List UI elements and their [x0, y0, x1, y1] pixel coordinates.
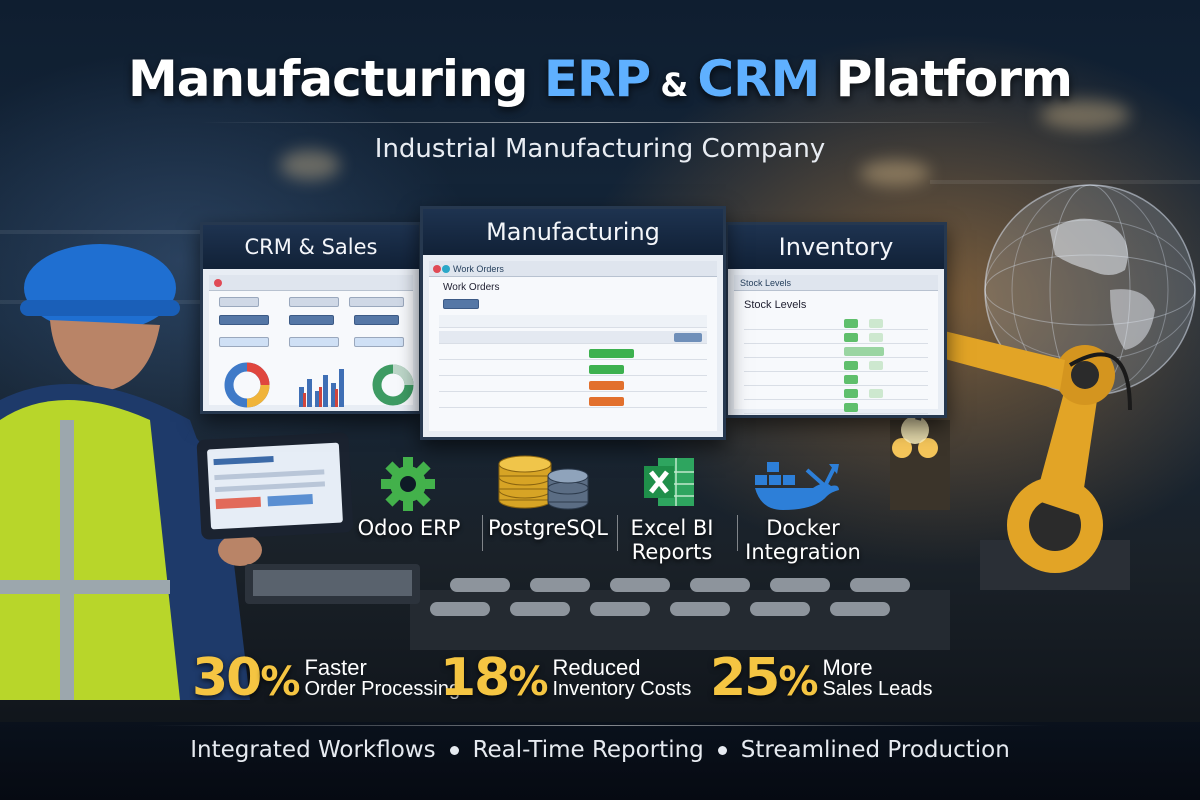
- stat-sales-leads: 25% More Sales Leads: [710, 648, 933, 708]
- bullet-icon: [449, 746, 459, 755]
- inventory-row: [744, 387, 928, 400]
- inventory-panel-body: Stock Levels Stock Levels: [734, 275, 938, 414]
- work-order-row[interactable]: [439, 379, 707, 392]
- excel-label-line-2: Reports: [631, 540, 713, 565]
- tab-work-orders[interactable]: Work Orders: [443, 282, 500, 293]
- footer-features: Integrated Workflows Real-Time Reporting S…: [0, 737, 1200, 763]
- keyboard-illustration: [245, 564, 420, 604]
- docker-label-line-1: Docker: [766, 516, 840, 540]
- work-order-row[interactable]: [439, 347, 707, 360]
- stat-caption: More Sales Leads: [822, 654, 933, 701]
- spreadsheet-icon: [644, 458, 694, 506]
- gear-icon: [381, 457, 435, 511]
- page-title: Manufacturing ERP & CRM Platform: [0, 50, 1200, 108]
- inventory-row: [744, 317, 928, 330]
- footer-divider: [150, 725, 1050, 726]
- crm-filter-chip: [289, 297, 339, 307]
- background-shelf: [0, 230, 260, 234]
- docker-label-line-2: Integration: [745, 540, 861, 565]
- work-order-row[interactable]: [439, 395, 707, 408]
- manufacturing-panel-body: Work Orders Work Orders: [429, 261, 717, 431]
- inventory-window-bar: Stock Levels: [734, 275, 938, 291]
- inventory-row: [744, 359, 928, 372]
- crm-kpi-card: [289, 337, 339, 347]
- crm-charts: [224, 362, 414, 408]
- inventory-panel[interactable]: Inventory Stock Levels Stock Levels: [725, 222, 947, 418]
- robot-arm-illustration: [890, 330, 1132, 590]
- conveyor-illustration: [410, 578, 950, 650]
- crm-filter-chip: [349, 297, 404, 307]
- bullet-icon: [717, 746, 727, 755]
- database-icon: [498, 455, 589, 510]
- title-ampersand: &: [650, 66, 698, 104]
- title-part-4: Platform: [819, 50, 1073, 108]
- crm-window-bar: [209, 275, 413, 291]
- stat-value: 18%: [440, 648, 548, 708]
- work-orders-header: [439, 315, 707, 328]
- inventory-heading: Stock Levels: [744, 299, 807, 311]
- docker-integration-label: Docker Integration: [740, 516, 866, 564]
- stat-caption: Reduced Inventory Costs: [552, 654, 692, 701]
- inventory-row: [744, 373, 928, 386]
- title-part-2: ERP: [543, 50, 651, 108]
- crm-stage-chip: [289, 315, 334, 325]
- manufacturing-window-bar: Work Orders: [429, 261, 717, 277]
- background-shelf: [930, 180, 1200, 184]
- worker-illustration: [0, 244, 262, 700]
- window-dot-icon: [442, 265, 450, 273]
- crm-filter-chip: [219, 297, 259, 307]
- crm-sales-panel[interactable]: CRM & Sales: [200, 222, 422, 414]
- inventory-row: [744, 331, 928, 344]
- crm-panel-body: [209, 275, 414, 408]
- page-subtitle: Industrial Manufacturing Company: [374, 134, 826, 164]
- footer-band: [0, 722, 1200, 800]
- postgresql-label: PostgreSQL: [488, 516, 608, 540]
- inventory-row: [744, 345, 928, 358]
- crm-stage-chip: [219, 315, 269, 325]
- stat-value: 25%: [710, 648, 818, 708]
- tech-separator: [737, 515, 738, 551]
- tablet-illustration: [196, 432, 354, 540]
- work-orders-filter[interactable]: [443, 299, 479, 309]
- excel-label-line-1: Excel BI: [630, 516, 714, 540]
- feature-streamlined-production: Streamlined Production: [740, 737, 1010, 763]
- excel-bi-label: Excel BI Reports: [616, 516, 728, 564]
- stat-order-processing: 30% Faster Order Processing: [192, 648, 460, 708]
- feature-real-time-reporting: Real-Time Reporting: [472, 737, 704, 763]
- docker-icon: [755, 462, 839, 510]
- title-part-3: CRM: [697, 50, 820, 108]
- odoo-erp-label: Odoo ERP: [357, 516, 461, 540]
- background-light: [280, 150, 340, 180]
- manufacturing-panel-title: Manufacturing: [423, 209, 723, 255]
- background-light: [1040, 100, 1130, 130]
- window-dot-icon: [433, 265, 441, 273]
- inventory-panel-title: Inventory: [728, 225, 944, 269]
- background-light: [860, 160, 930, 186]
- stat-value: 30%: [192, 648, 300, 708]
- tech-separator: [482, 515, 483, 551]
- crm-panel-title: CRM & Sales: [203, 225, 419, 269]
- manufacturing-panel[interactable]: Manufacturing Work Orders Work Orders: [420, 206, 726, 440]
- feature-integrated-workflows: Integrated Workflows: [190, 737, 436, 763]
- crm-stage-chip: [354, 315, 399, 325]
- stat-caption: Faster Order Processing: [304, 654, 461, 701]
- title-divider: [200, 122, 1000, 123]
- inventory-row: [744, 401, 928, 414]
- stat-inventory-costs: 18% Reduced Inventory Costs: [440, 648, 691, 708]
- work-order-row[interactable]: [439, 331, 707, 344]
- tech-separator: [617, 515, 618, 551]
- crm-kpi-card: [219, 337, 269, 347]
- window-dot-icon: [214, 279, 222, 287]
- work-order-row[interactable]: [439, 363, 707, 376]
- globe-illustration: [984, 184, 1196, 396]
- crm-kpi-card: [354, 337, 404, 347]
- title-part-1: Manufacturing: [127, 50, 544, 108]
